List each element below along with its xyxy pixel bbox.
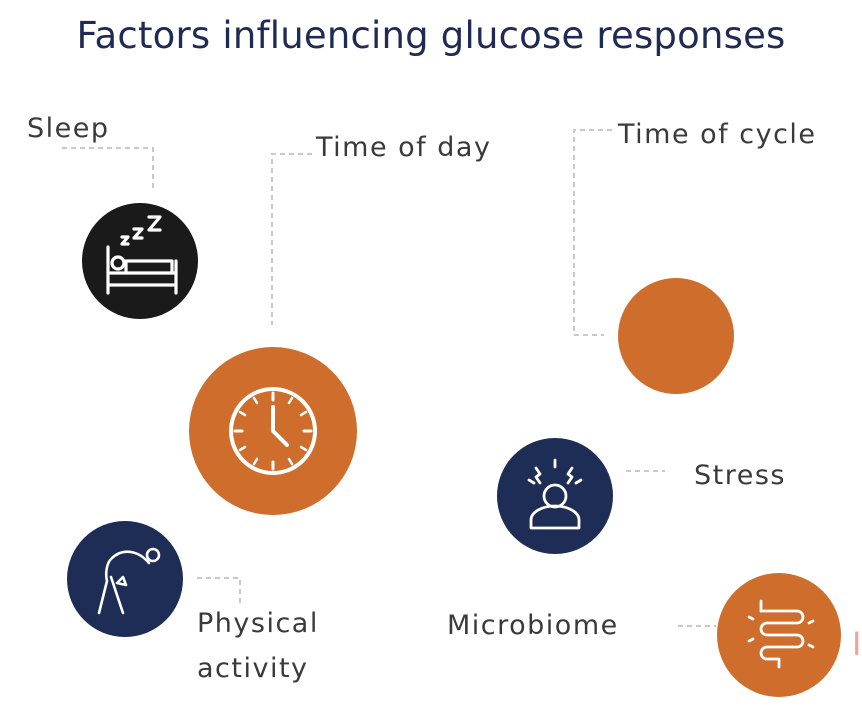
time-of-cycle-connector: [573, 129, 612, 336]
physical-activity-label-line1: Physical: [197, 608, 319, 639]
physical-activity-circle: [67, 521, 183, 637]
clock-icon: [229, 387, 317, 475]
stretching-person-icon: [97, 547, 161, 615]
sleep-connector: [62, 147, 154, 190]
intestine-icon: [747, 599, 815, 669]
page-title: Factors influencing glucose responses: [76, 14, 786, 57]
sleeping-bed-icon: [106, 215, 178, 295]
time-of-day-circle: [189, 347, 357, 515]
microbiome-circle: [717, 573, 841, 697]
stress-circle: [497, 438, 613, 554]
time-of-cycle-label: Time of cycle: [618, 119, 817, 150]
sleep-label: Sleep: [27, 113, 110, 144]
physical-activity-label-line2: activity: [197, 653, 309, 684]
stressed-person-icon: [527, 458, 583, 530]
stress-label: Stress: [694, 460, 786, 491]
time-of-cycle-circle: [618, 278, 734, 394]
time-of-day-connector: [271, 153, 312, 325]
edge-artifact: I: [852, 625, 862, 663]
time-of-day-label: Time of day: [316, 132, 492, 163]
microbiome-label: Microbiome: [447, 610, 619, 641]
sleep-circle: [82, 203, 198, 319]
